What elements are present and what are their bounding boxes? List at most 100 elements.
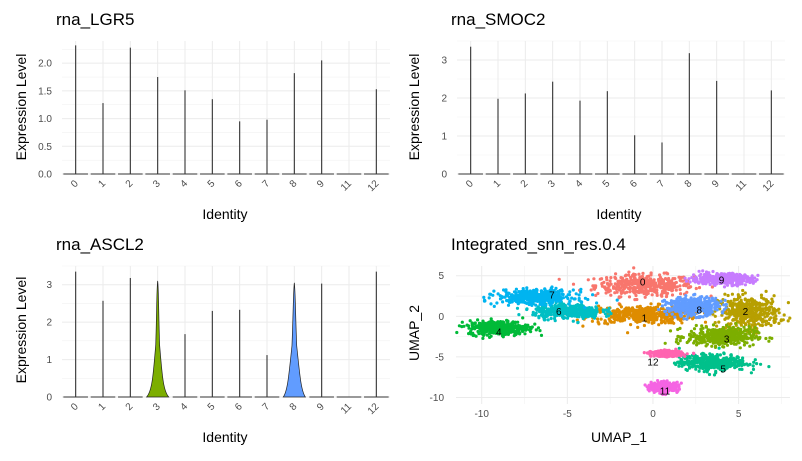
point (657, 323, 661, 327)
point (534, 294, 538, 298)
point (753, 307, 758, 311)
point (751, 364, 755, 368)
point (730, 304, 734, 308)
point (713, 282, 717, 286)
y-tick-label: 1 (46, 355, 52, 366)
point (637, 272, 641, 276)
point (650, 283, 655, 287)
point (642, 323, 647, 328)
y-tick-label: 2 (46, 318, 52, 329)
point (586, 278, 590, 282)
point (484, 330, 488, 334)
x-tick-label: 0 (464, 178, 476, 190)
point (577, 312, 581, 316)
point (717, 320, 721, 324)
point (553, 319, 557, 323)
point (747, 330, 751, 334)
point (581, 324, 585, 328)
point (619, 305, 624, 309)
point (517, 326, 521, 330)
point (733, 311, 737, 315)
point (751, 313, 755, 317)
point (750, 278, 754, 282)
point (753, 336, 757, 340)
point (705, 272, 709, 276)
point (692, 331, 696, 335)
point (571, 319, 575, 323)
point (715, 353, 719, 357)
point (604, 291, 608, 295)
point (699, 329, 703, 333)
point (763, 315, 767, 319)
point (713, 363, 718, 367)
point (525, 307, 529, 312)
point (611, 309, 615, 313)
grid (62, 41, 390, 175)
y-tick-label: -5 (435, 352, 444, 363)
point (658, 302, 662, 306)
y-tick-label: 3 (441, 56, 447, 67)
point (460, 325, 464, 329)
point (748, 344, 752, 348)
point (677, 387, 682, 391)
x-tick-label: 8 (288, 178, 300, 190)
point (751, 343, 755, 347)
point (725, 312, 729, 316)
x-tick-label: 6 (233, 401, 245, 413)
point (672, 321, 676, 325)
point (713, 307, 717, 311)
point (739, 323, 744, 327)
point (621, 278, 625, 282)
point (514, 287, 519, 291)
point (690, 276, 694, 280)
point (748, 308, 752, 313)
point (691, 279, 696, 283)
point (777, 321, 781, 325)
point (635, 318, 639, 322)
point (629, 275, 633, 280)
point (764, 322, 768, 327)
point (629, 278, 633, 282)
point (750, 304, 754, 308)
point (627, 270, 631, 274)
point (650, 293, 654, 297)
point (710, 285, 715, 289)
x-axis-title: Identity (596, 206, 641, 222)
x-tick-label: 2 (519, 178, 531, 190)
point (694, 286, 698, 291)
point (592, 311, 597, 315)
point (694, 323, 698, 328)
point (711, 328, 715, 332)
point (641, 271, 645, 275)
point (720, 332, 724, 336)
point (492, 304, 496, 308)
point (711, 359, 715, 363)
point (627, 273, 631, 277)
x-tick-label: 4 (178, 178, 190, 190)
point (596, 317, 600, 321)
point (592, 277, 596, 281)
point (674, 383, 678, 387)
point (707, 296, 711, 301)
point (678, 326, 682, 330)
point (730, 292, 735, 296)
point (665, 292, 669, 296)
point (732, 318, 737, 322)
point (650, 321, 654, 325)
point (656, 305, 660, 309)
point (786, 319, 790, 323)
point (711, 323, 716, 327)
point (574, 292, 578, 296)
point (711, 269, 715, 274)
point (576, 321, 580, 325)
point (739, 306, 744, 310)
point (723, 359, 727, 363)
umap-points (455, 266, 792, 397)
point (779, 319, 783, 323)
point (599, 317, 603, 321)
point (645, 279, 649, 283)
point (768, 336, 772, 340)
point (658, 285, 663, 289)
point (616, 318, 620, 322)
point (503, 325, 507, 329)
